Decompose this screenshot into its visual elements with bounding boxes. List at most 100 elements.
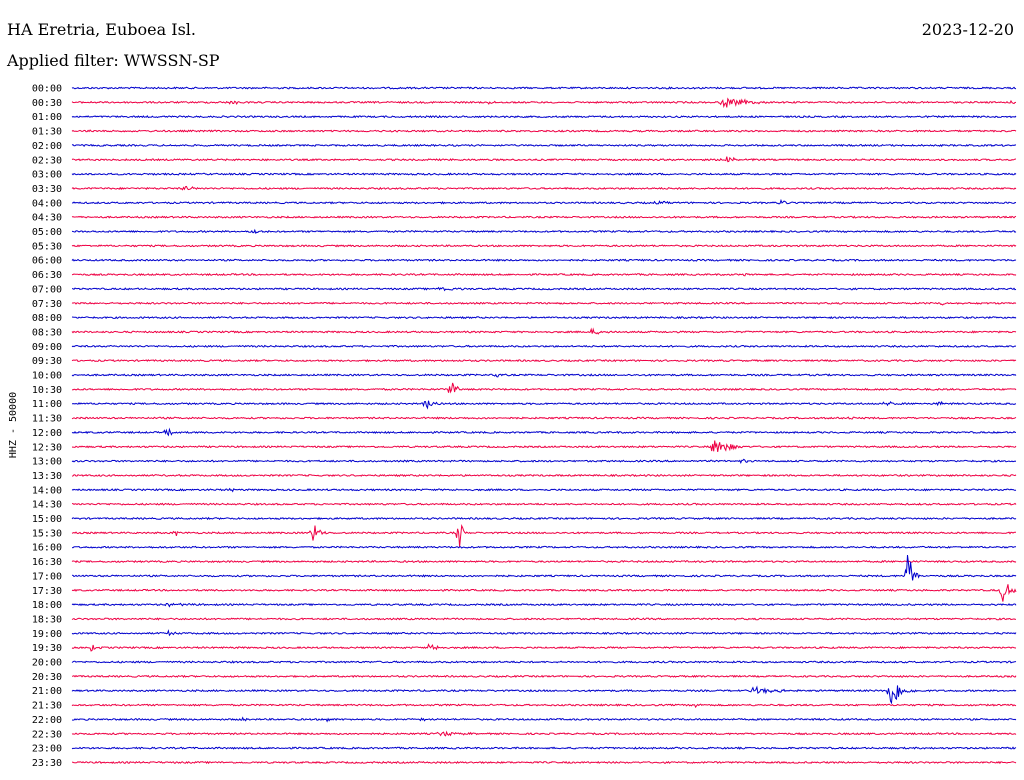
- row-label-1930: 19:30: [32, 643, 62, 654]
- trace-0730: [71, 301, 1017, 306]
- trace-0630: [71, 272, 1017, 277]
- trace-1000: [71, 373, 1017, 378]
- row-label-2330: 23:30: [32, 758, 62, 769]
- row-label-1330: 13:30: [32, 471, 62, 482]
- trace-1930: [71, 643, 1017, 652]
- row-label-0530: 05:30: [32, 241, 62, 252]
- row-label-0500: 05:00: [32, 227, 62, 238]
- row-label-0130: 01:30: [32, 127, 62, 138]
- trace-0200: [71, 143, 1017, 148]
- row-label-1530: 15:30: [32, 528, 62, 539]
- row-label-2030: 20:30: [32, 672, 62, 683]
- trace-1330: [71, 473, 1017, 478]
- trace-2130: [71, 703, 1017, 709]
- trace-1830: [71, 617, 1017, 621]
- row-label-1630: 16:30: [32, 557, 62, 568]
- row-label-2000: 20:00: [32, 658, 62, 669]
- row-label-0830: 08:30: [32, 327, 62, 338]
- row-label-1030: 10:30: [32, 385, 62, 396]
- trace-0100: [71, 115, 1017, 119]
- trace-1100: [71, 400, 1017, 410]
- y-axis-label: HHZ - 50000: [8, 392, 19, 458]
- row-label-0930: 09:30: [32, 356, 62, 367]
- row-label-1430: 14:30: [32, 500, 62, 511]
- row-label-0200: 02:00: [32, 141, 62, 152]
- trace-2200: [71, 716, 1017, 723]
- trace-0230: [71, 156, 1017, 163]
- trace-1900: [71, 629, 1017, 637]
- row-label-0900: 09:00: [32, 342, 62, 353]
- row-label-0730: 07:30: [32, 299, 62, 310]
- row-label-0100: 01:00: [32, 112, 62, 123]
- trace-0030: [71, 97, 1017, 109]
- trace-1200: [71, 427, 1016, 437]
- row-label-0400: 04:00: [32, 198, 62, 209]
- row-label-1200: 12:00: [32, 428, 62, 439]
- row-label-1400: 14:00: [32, 485, 62, 496]
- trace-2230: [71, 730, 1017, 737]
- row-label-0800: 08:00: [32, 313, 62, 324]
- trace-0800: [71, 315, 1017, 320]
- row-label-0630: 06:30: [32, 270, 62, 281]
- row-label-1900: 19:00: [32, 629, 62, 640]
- row-label-1000: 10:00: [32, 371, 62, 382]
- trace-1600: [71, 545, 1017, 549]
- trace-0430: [71, 215, 1017, 219]
- trace-0830: [71, 327, 1017, 335]
- row-label-1100: 11:00: [32, 399, 62, 410]
- row-labels: 00:00 00:30 01:00 01:30 02:00 02:30 03:00 03:30…: [32, 84, 62, 769]
- row-label-2130: 21:30: [32, 701, 62, 712]
- filter-label: Applied filter: WWSSN-SP: [7, 51, 220, 70]
- trace-1030: [71, 382, 1017, 394]
- row-label-2230: 22:30: [32, 729, 62, 740]
- trace-1500: [71, 516, 1017, 521]
- row-label-1800: 18:00: [32, 600, 62, 611]
- trace-0130: [71, 129, 1017, 133]
- row-label-1700: 17:00: [32, 571, 62, 582]
- row-label-2200: 22:00: [32, 715, 62, 726]
- trace-1630: [71, 559, 1017, 564]
- trace-1400: [71, 487, 1017, 493]
- trace-2100: [71, 685, 1017, 705]
- trace-0400: [71, 198, 1017, 205]
- trace-0500: [71, 228, 1017, 234]
- trace-2300: [71, 746, 1017, 750]
- trace-0900: [71, 344, 1017, 348]
- row-label-2300: 23:00: [32, 744, 62, 755]
- trace-1800: [71, 602, 1017, 608]
- trace-0330: [71, 185, 1017, 191]
- row-label-1230: 12:30: [32, 442, 62, 453]
- row-label-0230: 02:30: [32, 155, 62, 166]
- trace-2330: [71, 760, 1017, 765]
- trace-1300: [71, 458, 1017, 464]
- row-label-0430: 04:30: [32, 213, 62, 224]
- station-title: HA Eretria, Euboea Isl.: [7, 20, 196, 39]
- row-label-0330: 03:30: [32, 184, 62, 195]
- trace-1130: [71, 416, 1017, 420]
- row-label-1830: 18:30: [32, 614, 62, 625]
- trace-1430: [72, 502, 1017, 506]
- row-label-0700: 07:00: [32, 284, 62, 295]
- row-label-0030: 00:30: [32, 98, 62, 109]
- trace-0930: [71, 359, 1017, 363]
- trace-0000: [71, 86, 1017, 90]
- date-label: 2023-12-20: [921, 20, 1014, 39]
- row-label-1130: 11:30: [32, 414, 62, 425]
- trace-2030: [71, 674, 1017, 678]
- trace-1730: [71, 584, 1017, 602]
- row-label-1500: 15:00: [32, 514, 62, 525]
- row-label-2100: 21:00: [32, 686, 62, 697]
- trace-2000: [71, 660, 1017, 664]
- row-label-0600: 06:00: [32, 256, 62, 267]
- row-label-0000: 00:00: [32, 84, 62, 95]
- row-label-1600: 16:00: [32, 543, 62, 554]
- row-label-1300: 13:00: [32, 457, 62, 468]
- trace-0700: [71, 286, 1017, 292]
- trace-0300: [71, 172, 1017, 176]
- row-label-0300: 03:00: [32, 170, 62, 181]
- row-label-1730: 17:30: [32, 586, 62, 597]
- trace-0600: [71, 258, 1017, 262]
- trace-1230: [71, 440, 1017, 452]
- trace-0530: [71, 244, 1017, 248]
